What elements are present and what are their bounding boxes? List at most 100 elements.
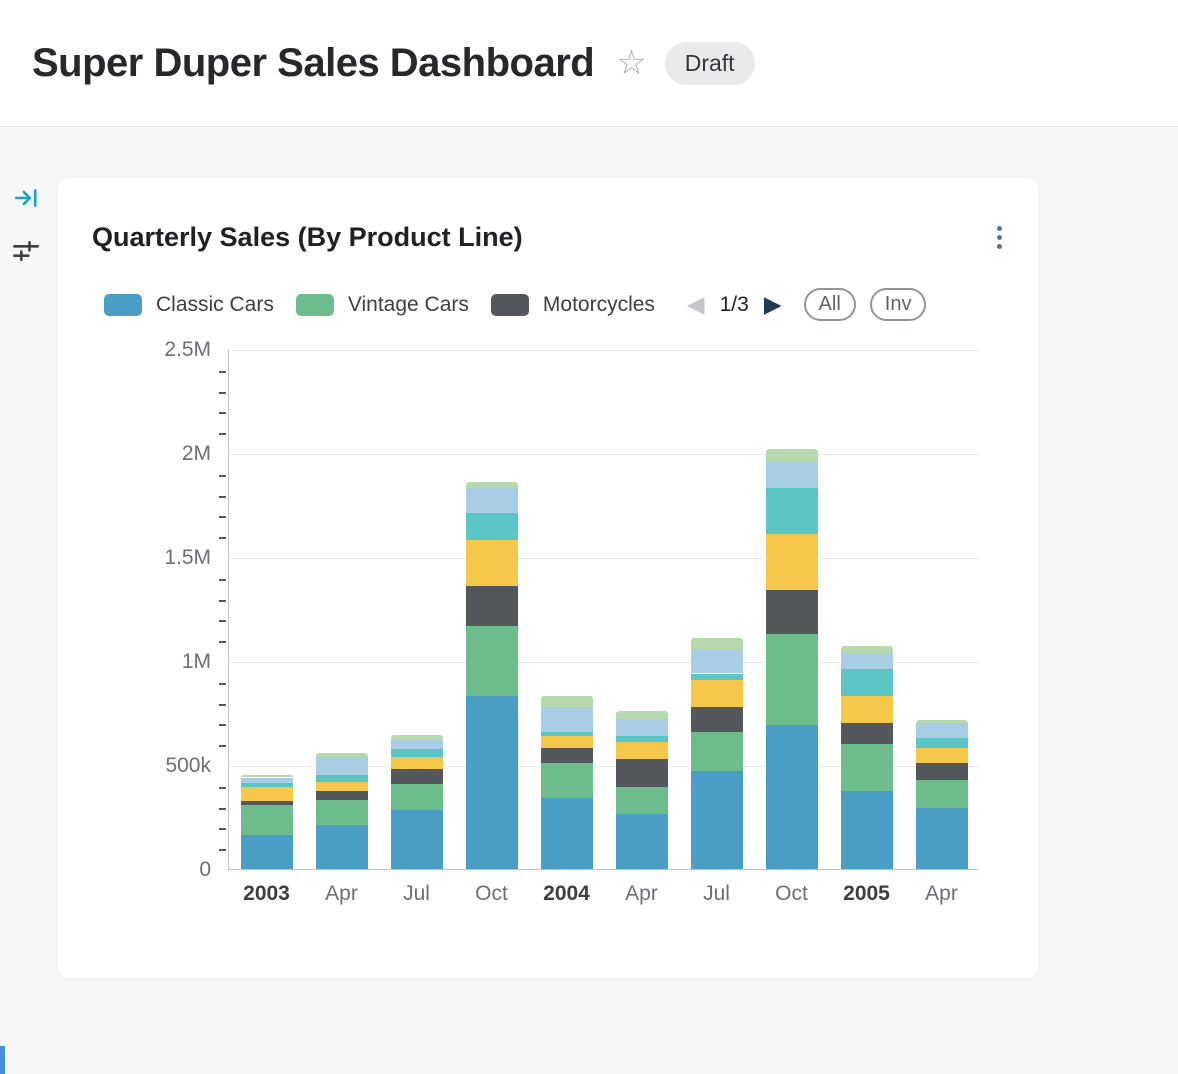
- bar-segment[interactable]: [765, 633, 818, 726]
- bar-segment[interactable]: [390, 809, 443, 869]
- y-axis-label: 1M: [181, 650, 211, 673]
- y-minor-tick: [219, 495, 226, 498]
- prev-page-icon[interactable]: ◀: [686, 291, 705, 317]
- bar-segment[interactable]: [315, 781, 368, 791]
- gridline: [229, 558, 978, 559]
- y-axis-label: 0: [199, 858, 211, 881]
- bar-segment[interactable]: [690, 731, 743, 772]
- y-minor-tick: [219, 828, 226, 831]
- bar-segment[interactable]: [840, 791, 893, 869]
- bar-segment[interactable]: [540, 696, 593, 707]
- bar-segment[interactable]: [915, 762, 968, 780]
- bar-segment[interactable]: [765, 461, 818, 489]
- bar-segment[interactable]: [765, 488, 818, 535]
- y-minor-tick: [219, 807, 226, 810]
- y-minor-tick: [219, 599, 226, 602]
- bar-segment[interactable]: [690, 706, 743, 732]
- bar-segment[interactable]: [765, 590, 818, 634]
- bar-segment[interactable]: [390, 756, 443, 770]
- bar-segment[interactable]: [240, 782, 293, 787]
- bar-segment[interactable]: [840, 696, 893, 724]
- bar-segment[interactable]: [615, 742, 668, 759]
- bar-segment[interactable]: [540, 735, 593, 749]
- bar-segment[interactable]: [240, 834, 293, 869]
- bar-segment[interactable]: [915, 720, 968, 724]
- all-button[interactable]: All: [803, 288, 856, 321]
- bar-segment[interactable]: [615, 786, 668, 814]
- star-icon[interactable]: ☆: [616, 44, 647, 82]
- next-page-icon[interactable]: ▶: [763, 291, 782, 317]
- status-badge: Draft: [664, 41, 755, 85]
- sidebar: [10, 183, 42, 265]
- bar-segment[interactable]: [615, 719, 668, 736]
- collapse-panel-icon[interactable]: [11, 183, 41, 213]
- bar-segment[interactable]: [540, 731, 593, 736]
- bar-segment[interactable]: [315, 752, 368, 757]
- bar-segment[interactable]: [690, 771, 743, 869]
- filter-icon[interactable]: [10, 237, 42, 265]
- bar-segment[interactable]: [390, 783, 443, 810]
- kebab-menu-icon[interactable]: [989, 220, 1010, 255]
- bar-segment[interactable]: [690, 648, 743, 674]
- gridline: [229, 454, 978, 455]
- bar-segment[interactable]: [390, 749, 443, 757]
- bar-segment[interactable]: [465, 586, 518, 626]
- gridline: [229, 662, 978, 663]
- bar-segment[interactable]: [540, 706, 593, 732]
- bar-segment[interactable]: [240, 801, 293, 805]
- bar-segment[interactable]: [315, 775, 368, 782]
- bar-segment[interactable]: [465, 696, 518, 869]
- bar-segment[interactable]: [240, 786, 293, 802]
- card-title: Quarterly Sales (By Product Line): [92, 222, 523, 252]
- bar-segment[interactable]: [840, 744, 893, 791]
- bar-segment[interactable]: [465, 540, 518, 587]
- legend-item[interactable]: Classic Cars: [104, 293, 274, 317]
- bar-segment[interactable]: [765, 725, 818, 869]
- bar-segment[interactable]: [240, 777, 293, 783]
- bar-segment[interactable]: [390, 740, 443, 750]
- bar-segment[interactable]: [315, 825, 368, 869]
- bar-segment[interactable]: [540, 748, 593, 763]
- bar-segment[interactable]: [315, 800, 368, 826]
- bar-segment[interactable]: [390, 734, 443, 741]
- bar-segment[interactable]: [765, 534, 818, 591]
- bar-segment[interactable]: [840, 646, 893, 653]
- bar-segment[interactable]: [315, 791, 368, 801]
- bar-segment[interactable]: [840, 669, 893, 697]
- bar-segment[interactable]: [540, 762, 593, 799]
- bar-segment[interactable]: [390, 769, 443, 784]
- bar-segment[interactable]: [765, 448, 818, 462]
- left-edge-accent: [0, 1046, 5, 1074]
- x-axis-label: Apr: [925, 882, 958, 905]
- bar-segment[interactable]: [690, 673, 743, 680]
- bar-segment[interactable]: [540, 798, 593, 869]
- bar-segment[interactable]: [840, 723, 893, 745]
- bar-segment[interactable]: [465, 513, 518, 541]
- bar-segment[interactable]: [465, 488, 518, 514]
- bar-segment[interactable]: [915, 723, 968, 738]
- bar-segment[interactable]: [690, 679, 743, 707]
- legend-label: Classic Cars: [156, 292, 274, 316]
- bar-segment[interactable]: [690, 638, 743, 649]
- y-axis-label: 500k: [165, 754, 211, 777]
- inv-button[interactable]: Inv: [869, 288, 927, 321]
- bar-segment[interactable]: [615, 813, 668, 869]
- bar-segment[interactable]: [615, 710, 668, 720]
- bar-segment[interactable]: [240, 804, 293, 835]
- bar-segment[interactable]: [615, 758, 668, 787]
- bar-segment[interactable]: [915, 737, 968, 749]
- bar-segment[interactable]: [465, 625, 518, 697]
- bar-segment[interactable]: [615, 735, 668, 743]
- card-header: Quarterly Sales (By Product Line): [92, 220, 1010, 255]
- bar-segment[interactable]: [915, 748, 968, 763]
- bar-segment[interactable]: [915, 779, 968, 808]
- bar-segment[interactable]: [915, 807, 968, 869]
- bar-segment[interactable]: [240, 775, 293, 778]
- legend-item[interactable]: Vintage Cars: [295, 293, 469, 317]
- y-axis-label: 2M: [181, 442, 211, 465]
- bar-segment[interactable]: [840, 652, 893, 670]
- bar-segment[interactable]: [465, 482, 518, 489]
- legend-item[interactable]: Motorcycles: [490, 293, 655, 317]
- legend-swatch: [490, 293, 529, 316]
- bar-segment[interactable]: [315, 756, 368, 776]
